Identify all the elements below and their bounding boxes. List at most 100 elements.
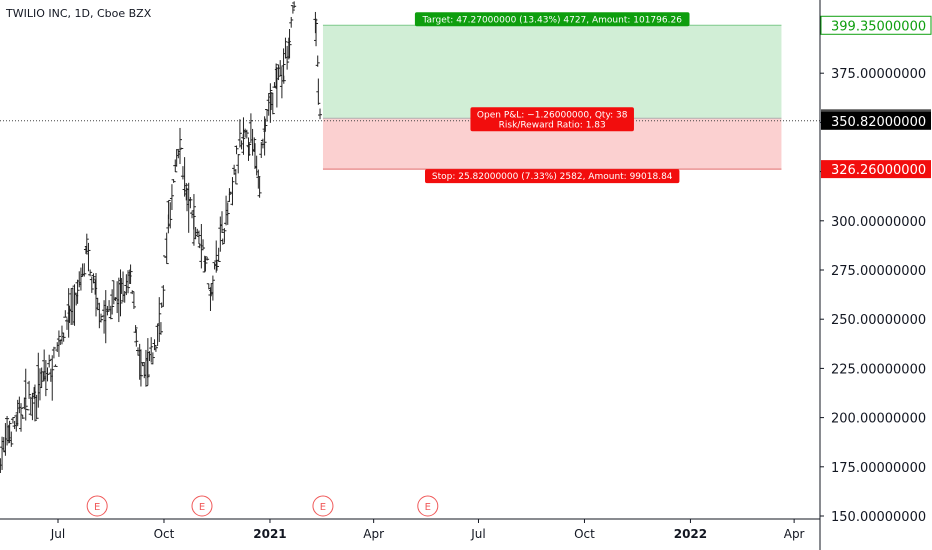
ohlc-bar [51, 346, 56, 359]
ohlc-bar [314, 18, 319, 47]
ohlc-bar [219, 211, 224, 233]
target-label: Target: 47.27000000 (13.43%) 4727, Amoun… [414, 12, 690, 27]
earnings-circle [312, 495, 334, 517]
ohlc-bar [166, 199, 171, 220]
ohlc-bar [315, 55, 320, 67]
ohlc-bar [171, 179, 176, 183]
ohlc-bar [236, 153, 241, 174]
earnings-marker: E [312, 495, 334, 517]
ohlc-bar [292, 1, 297, 9]
ohlc-bar [19, 403, 24, 432]
ohlc-bar [91, 273, 96, 284]
ohlc-bar [83, 246, 88, 255]
ohlc-bar [316, 78, 321, 105]
earnings-label: E [320, 502, 326, 513]
y-tick-label: 175.00000000 [831, 461, 926, 476]
ohlc-bar [126, 270, 131, 294]
ohlc-bar [133, 325, 138, 333]
ohlc-bar [138, 349, 143, 387]
ohlc-bar [84, 233, 89, 253]
current-price-tag-bg [821, 111, 931, 130]
ohlc-bar [193, 227, 198, 240]
ohlc-bar [145, 338, 150, 386]
ohlc-bar [222, 228, 227, 243]
y-tick-label: 250.00000000 [831, 313, 926, 328]
ohlc-bar [262, 116, 267, 156]
x-tick-label: 2022 [674, 527, 707, 541]
ohlc-bar [234, 145, 239, 155]
ohlc-bar [45, 367, 50, 382]
ohlc-bar [93, 279, 98, 295]
ohlc-bar [157, 297, 162, 343]
y-axis-bg [821, 0, 932, 550]
x-tick-label: 2021 [253, 527, 286, 541]
ohlc-bar [263, 118, 268, 132]
ohlc-bar [88, 269, 93, 277]
ohlc-bar [130, 290, 135, 295]
stop-label-text: Stop: 25.82000000 (7.33%) 2582, Amount: … [432, 172, 673, 182]
chart-title: TWILIO INC, 1D, Cboe BZX [6, 7, 152, 20]
ohlc-bar [150, 352, 155, 365]
current-price-tag-text: 350.82000000 [831, 115, 926, 130]
ohlc-bar [23, 368, 28, 421]
ohlc-bar [134, 329, 139, 347]
ohlc-bar [47, 354, 52, 368]
x-tick-label: Apr [784, 527, 805, 541]
ohlc-bar [184, 182, 189, 201]
ohlc-bar [216, 247, 221, 262]
ohlc-bar [118, 269, 123, 317]
ohlc-bar [290, 5, 295, 14]
stop-price-tag-bg [821, 160, 931, 179]
ohlc-bar [164, 232, 169, 265]
pnl-label: Open P&L: −1.26000000, Qty: 38Risk/Rewar… [470, 107, 634, 132]
x-tick-label: Oct [574, 527, 595, 541]
ohlc-bar [61, 332, 66, 342]
ohlc-bar [7, 420, 12, 444]
stop-label: Stop: 25.82000000 (7.33%) 2582, Amount: … [425, 169, 680, 184]
ohlc-bar [169, 184, 174, 211]
stop-price-tag-text: 326.26000000 [831, 163, 926, 178]
pnl-label-text: Risk/Reward Ratio: 1.83 [499, 120, 606, 130]
ohlc-bar [285, 45, 290, 70]
earnings-marker: E [417, 495, 439, 517]
ohlc-bar [86, 242, 91, 272]
ohlc-bar [283, 37, 288, 59]
pnl-label-bg [470, 107, 634, 132]
earnings-circle [191, 495, 213, 517]
ohlc-bar [82, 263, 87, 277]
earnings-circle [86, 495, 108, 517]
target-price-tag-text: 399.35000000 [831, 19, 926, 34]
ohlc-bar [225, 202, 230, 225]
ohlc-bar [56, 330, 61, 357]
ohlc-bar [256, 169, 261, 189]
ohlc-bar [34, 394, 39, 420]
ohlc-bar [110, 289, 115, 315]
ohlc-bar [202, 255, 207, 273]
ohlc-bar [161, 285, 166, 307]
ohlc-bar [233, 169, 238, 185]
ohlc-bar [287, 28, 292, 59]
ohlc-bar [276, 64, 281, 81]
ohlc-bar [10, 417, 15, 424]
ohlc-bar [72, 284, 77, 326]
y-tick-label: 200.00000000 [831, 412, 926, 427]
ohlc-bar [105, 305, 110, 316]
ohlc-bar [214, 240, 219, 273]
stop-label-bg [425, 169, 680, 184]
ohlc-bar [143, 349, 148, 387]
x-tick-label: Jul [50, 527, 65, 541]
ohlc-bar [50, 355, 55, 401]
ohlc-bar [257, 176, 262, 198]
target-label-text: Target: 47.27000000 (13.43%) 4727, Amoun… [421, 15, 682, 25]
ohlc-bar [32, 384, 37, 422]
y-tick-label: 150.00000000 [831, 510, 926, 525]
ohlc-bar [247, 142, 252, 156]
ohlc-bar [220, 238, 225, 245]
ohlc-bar [191, 194, 196, 246]
y-tick-label: 275.00000000 [831, 264, 926, 279]
pnl-label-text: Open P&L: −1.26000000, Qty: 38 [477, 110, 628, 120]
x-tick-label: Apr [363, 527, 384, 541]
ohlc-bar [248, 113, 253, 144]
current-price-tag: 350.82000000 [821, 111, 931, 130]
